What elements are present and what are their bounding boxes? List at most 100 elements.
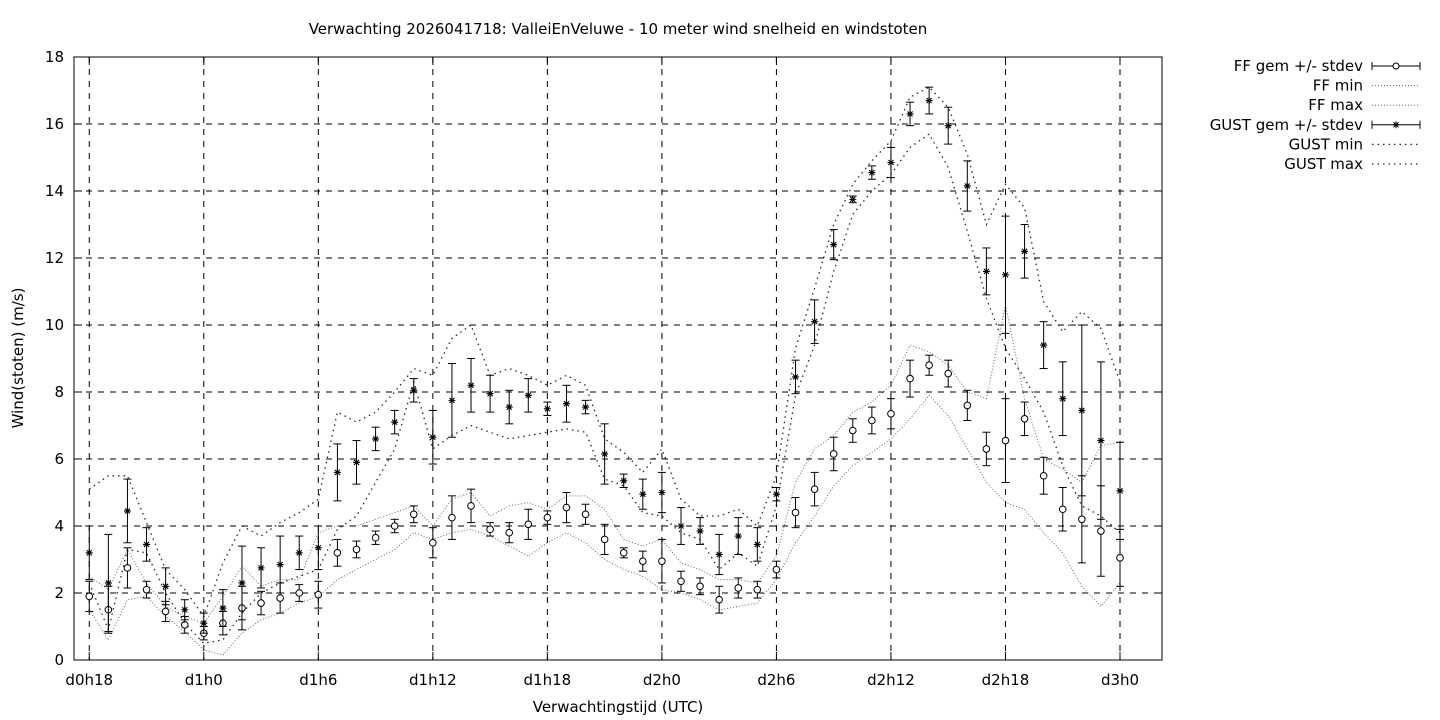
data-point: [887, 159, 895, 167]
data-point: [772, 490, 780, 498]
data-point: [1059, 395, 1067, 403]
data-point: [715, 595, 723, 604]
data-point: [486, 525, 494, 534]
data-point: [982, 445, 991, 453]
data-point: [448, 396, 456, 404]
data-point: [639, 557, 647, 565]
data-point: [849, 195, 857, 203]
data-point: [161, 607, 170, 616]
data-point: [1097, 527, 1105, 535]
data-point: [352, 545, 361, 554]
data-point: [811, 318, 819, 326]
data-point: [410, 386, 418, 394]
x-tick-label: d1h18: [524, 671, 572, 689]
data-point: [104, 579, 112, 587]
legend-label: FF min: [1313, 77, 1363, 95]
legend-label: GUST gem +/- stdev: [1210, 116, 1363, 134]
x-tick-label: d1h0: [185, 671, 223, 689]
x-tick-label: d0h18: [65, 671, 113, 689]
y-tick-label: 8: [54, 383, 64, 401]
series-layer: [85, 86, 1125, 656]
data-point: [276, 594, 284, 602]
data-point: [85, 592, 94, 601]
data-point: [639, 490, 647, 498]
series-line: [88, 394, 1121, 656]
data-point: [619, 549, 628, 557]
legend-label: FF gem +/- stdev: [1234, 57, 1363, 75]
y-tick-label: 10: [45, 316, 64, 334]
data-point: [429, 433, 437, 441]
data-point: [582, 403, 590, 411]
data-point: [543, 405, 551, 413]
data-point: [200, 619, 208, 627]
data-point: [371, 533, 380, 542]
data-point: [581, 510, 590, 519]
data-point: [219, 604, 227, 612]
data-point: [333, 468, 341, 476]
data-point: [543, 513, 552, 522]
data-point: [1116, 554, 1124, 562]
data-point: [963, 401, 972, 410]
data-point: [1078, 406, 1086, 414]
data-point: [467, 381, 475, 389]
data-point: [1020, 415, 1029, 423]
y-axis-label: Wind(stoten) (m/s): [9, 288, 27, 429]
data-point: [925, 361, 933, 370]
data-point: [505, 403, 513, 411]
data-point: [123, 507, 131, 515]
axes: 0 2 4 6 8 10 12 14 16 18 d0h18 d1h0 d1h6 d1h12 d1h18 d2…: [45, 48, 1162, 689]
data-point: [600, 535, 609, 544]
data-point: [963, 182, 971, 190]
data-point: [295, 549, 303, 557]
legend-label: FF max: [1308, 96, 1363, 114]
data-point: [944, 122, 952, 130]
data-point: [906, 374, 914, 383]
data-point: [333, 549, 342, 557]
data-point: [1001, 271, 1009, 279]
x-tick-label: d1h6: [299, 671, 337, 689]
data-point: [830, 241, 838, 249]
data-point: [658, 489, 666, 496]
data-point: [352, 458, 360, 466]
data-point: [238, 579, 246, 587]
grid: [74, 57, 1162, 660]
data-point: [925, 97, 933, 105]
data-point: [524, 391, 532, 399]
y-tick-label: 4: [54, 517, 64, 535]
data-point: [944, 369, 953, 378]
data-point: [562, 400, 570, 408]
data-point: [372, 435, 380, 443]
legend-label: GUST min: [1289, 135, 1363, 153]
data-point: [868, 416, 876, 425]
data-point: [791, 508, 800, 517]
plot-frame: [73, 56, 1163, 661]
data-point: [85, 549, 93, 557]
legend-marker: [1392, 62, 1400, 70]
y-tick-label: 16: [45, 115, 64, 133]
y-tick-label: 2: [54, 584, 64, 602]
data-point: [715, 550, 723, 558]
data-point: [772, 565, 781, 574]
data-point: [677, 577, 685, 586]
data-point: [162, 582, 170, 590]
y-tick-label: 18: [45, 48, 64, 66]
series-line-2: [89, 304, 1121, 624]
data-point: [448, 513, 456, 522]
data-point: [143, 540, 151, 548]
data-point: [486, 390, 494, 398]
data-point: [696, 582, 704, 591]
data-point: [142, 585, 151, 594]
data-point: [792, 373, 800, 381]
legend-label: GUST max: [1284, 155, 1363, 173]
data-point: [180, 621, 189, 629]
data-point: [887, 409, 895, 418]
data-point: [848, 426, 857, 435]
x-tick-label: d2h12: [867, 671, 915, 689]
data-point: [829, 450, 838, 458]
data-point: [257, 564, 265, 572]
data-point: [562, 503, 571, 512]
data-point: [295, 589, 304, 597]
series-star-3: [85, 86, 1125, 634]
data-point: [677, 522, 685, 530]
data-point: [601, 450, 609, 458]
